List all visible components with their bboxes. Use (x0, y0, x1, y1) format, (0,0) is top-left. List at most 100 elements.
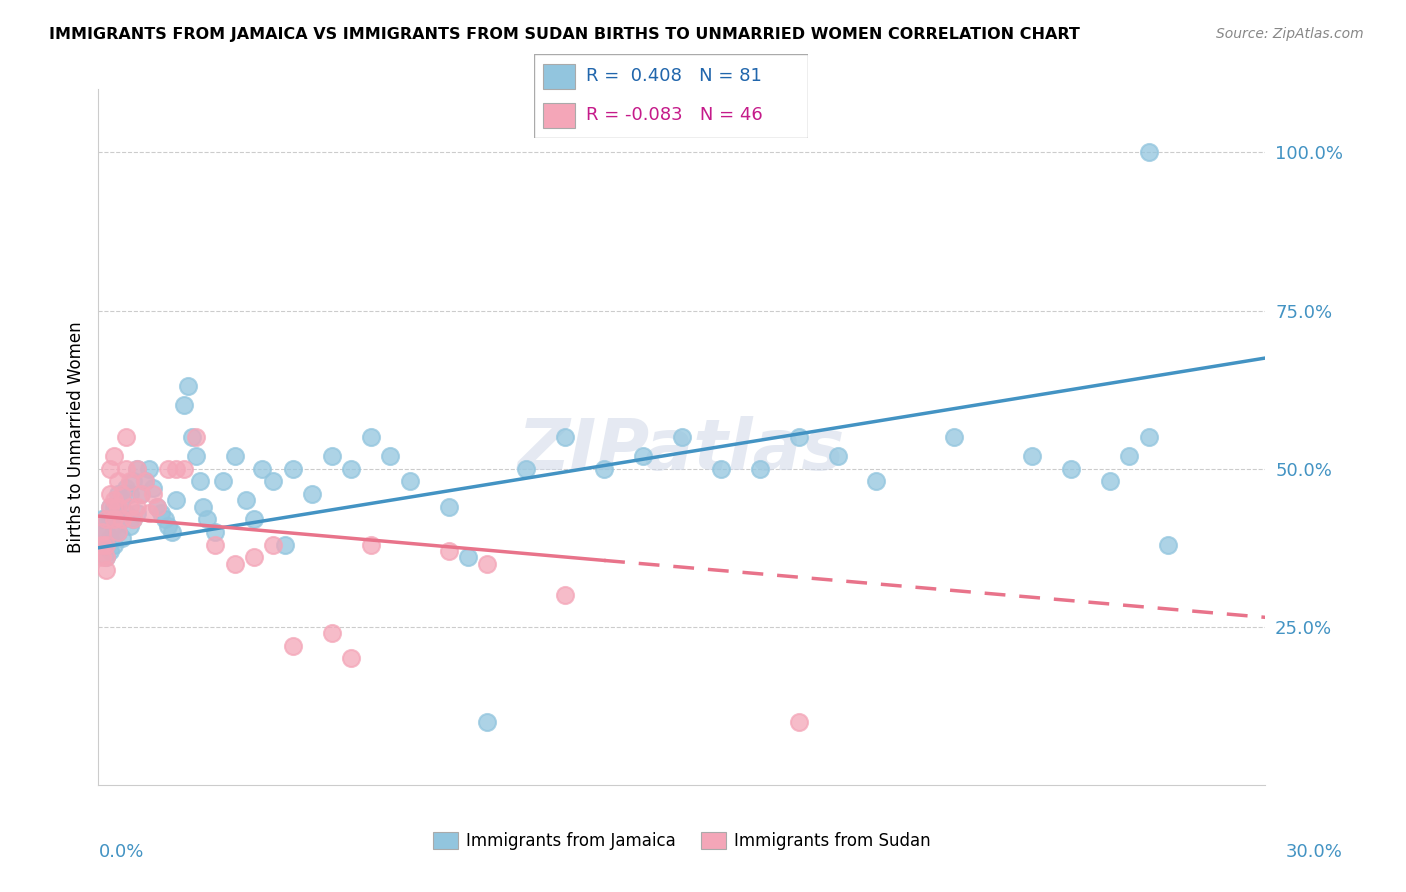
Point (118, 475, 141, 489)
Point (96, 550, 118, 565)
Point (262, 475, 284, 489)
Point (98, 531, 121, 545)
Point (173, 461, 195, 475)
Point (224, 449, 246, 463)
Text: R =  0.408   N = 81: R = 0.408 N = 81 (586, 68, 762, 86)
Point (98, 487, 121, 501)
Point (153, 512, 176, 526)
Point (301, 487, 323, 501)
Point (204, 524, 226, 539)
Point (103, 512, 125, 526)
Point (457, 550, 479, 565)
Point (398, 475, 420, 489)
Point (162, 524, 184, 539)
Point (96, 538, 118, 552)
FancyBboxPatch shape (534, 54, 808, 138)
Point (107, 500, 129, 514)
Point (554, 588, 576, 602)
Point (177, 379, 200, 393)
Point (127, 461, 149, 475)
Point (360, 538, 382, 552)
Point (107, 487, 129, 501)
Point (193, 500, 215, 514)
Point (184, 430, 207, 444)
Point (165, 493, 187, 508)
Point (188, 475, 211, 489)
Point (134, 475, 156, 489)
Point (91, 524, 114, 539)
Point (380, 449, 402, 463)
Point (138, 506, 160, 520)
Point (91, 512, 114, 526)
Point (340, 651, 363, 665)
Point (107, 506, 129, 520)
Point (165, 461, 187, 475)
Point (98, 500, 121, 514)
Point (129, 487, 152, 501)
Point (91, 538, 114, 552)
Point (114, 461, 136, 475)
Point (118, 500, 141, 514)
Point (593, 461, 616, 475)
Point (107, 524, 129, 539)
Point (250, 461, 273, 475)
Point (96, 524, 118, 539)
Point (184, 449, 207, 463)
Point (91, 538, 114, 552)
Point (122, 512, 145, 526)
Point (129, 487, 152, 501)
Point (127, 461, 149, 475)
Point (96, 538, 118, 552)
Point (111, 493, 134, 508)
FancyBboxPatch shape (543, 103, 575, 128)
Point (114, 506, 136, 520)
Text: Source: ZipAtlas.com: Source: ZipAtlas.com (1216, 27, 1364, 41)
Point (98, 461, 121, 475)
Point (1060, 461, 1083, 475)
Point (710, 461, 733, 475)
Point (157, 518, 180, 533)
Text: IMMIGRANTS FROM JAMAICA VS IMMIGRANTS FROM SUDAN BIRTHS TO UNMARRIED WOMEN CORRE: IMMIGRANTS FROM JAMAICA VS IMMIGRANTS FR… (49, 27, 1080, 42)
Point (111, 512, 134, 526)
Point (437, 544, 460, 558)
Point (103, 518, 125, 533)
Point (631, 449, 654, 463)
Point (127, 506, 149, 520)
Point (98, 512, 121, 526)
Point (235, 493, 257, 508)
Point (138, 461, 160, 475)
Point (1098, 475, 1121, 489)
Point (149, 506, 172, 520)
Point (96, 563, 118, 577)
Point (787, 430, 810, 444)
Point (111, 512, 134, 526)
Point (96, 512, 118, 526)
Point (146, 500, 169, 514)
Point (340, 461, 363, 475)
Point (103, 493, 125, 508)
Point (91, 524, 114, 539)
Point (1137, 145, 1160, 160)
Point (96, 550, 118, 565)
Point (103, 538, 125, 552)
Point (142, 481, 165, 495)
Point (98, 500, 121, 514)
Point (554, 430, 576, 444)
Point (274, 538, 297, 552)
Point (943, 430, 966, 444)
Point (98, 544, 121, 558)
Point (91, 550, 114, 565)
Point (321, 449, 343, 463)
Point (180, 430, 202, 444)
Point (146, 500, 169, 514)
Point (127, 500, 149, 514)
FancyBboxPatch shape (543, 63, 575, 89)
Point (122, 512, 145, 526)
Text: 30.0%: 30.0% (1286, 843, 1343, 861)
Point (671, 430, 693, 444)
Point (243, 512, 266, 526)
Point (1021, 449, 1043, 463)
Point (1137, 430, 1160, 444)
Point (243, 550, 266, 565)
Point (142, 487, 165, 501)
